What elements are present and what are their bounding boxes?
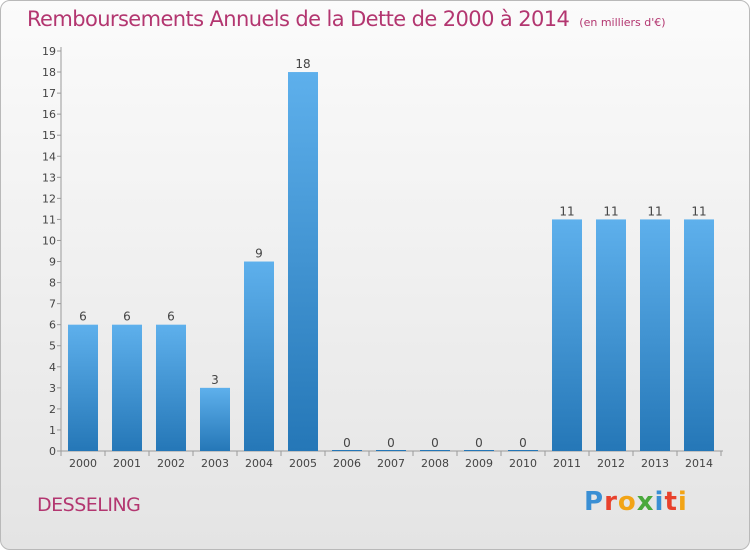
bar-2008[interactable] bbox=[420, 450, 450, 451]
bar-2005[interactable] bbox=[288, 72, 318, 451]
bar-2012[interactable] bbox=[596, 219, 626, 451]
y-tick-label: 9 bbox=[49, 256, 56, 269]
chart-title-text: Remboursements Annuels de la Dette de 20… bbox=[27, 7, 570, 31]
x-tick-label-2014: 2014 bbox=[685, 457, 713, 470]
bar-2007[interactable] bbox=[376, 450, 406, 451]
data-label-2000: 6 bbox=[79, 310, 87, 324]
x-axis-ticks: 2000 2001 2002 2003 2004 2005 2006 2007 2008 2009… bbox=[60, 451, 722, 470]
logo-letter: x bbox=[636, 487, 655, 517]
bar-2004[interactable] bbox=[244, 261, 274, 451]
y-tick-label: 0 bbox=[49, 445, 56, 458]
data-label-2010: 0 bbox=[519, 436, 527, 450]
y-tick-label: 12 bbox=[42, 192, 56, 205]
data-label-2001: 6 bbox=[123, 310, 131, 324]
y-tick-label: 8 bbox=[49, 277, 56, 290]
y-tick-label: 15 bbox=[42, 129, 56, 142]
x-tick-label-2010: 2010 bbox=[509, 457, 537, 470]
data-label-2013: 11 bbox=[647, 204, 662, 218]
y-tick-label: 4 bbox=[49, 361, 56, 374]
y-tick-label: 13 bbox=[42, 171, 56, 184]
data-label-2009: 0 bbox=[475, 436, 483, 450]
data-label-2011: 11 bbox=[559, 204, 574, 218]
y-tick-label: 1 bbox=[49, 424, 56, 437]
logo-letter: o bbox=[617, 487, 637, 517]
bar-2013[interactable] bbox=[640, 219, 670, 451]
logo-letter: i bbox=[654, 487, 665, 517]
bar-2006[interactable] bbox=[332, 450, 362, 451]
y-tick-label: 5 bbox=[49, 340, 56, 353]
x-tick-label-2007: 2007 bbox=[377, 457, 405, 470]
logo-letter: P bbox=[584, 487, 605, 517]
bar-2001[interactable] bbox=[112, 324, 142, 451]
bar-2011[interactable] bbox=[552, 219, 582, 451]
chart-title: Remboursements Annuels de la Dette de 20… bbox=[27, 7, 666, 31]
y-tick-label: 2 bbox=[49, 403, 56, 416]
y-tick-label: 14 bbox=[42, 150, 56, 163]
y-tick-label: 16 bbox=[42, 108, 56, 121]
y-tick-label: 18 bbox=[42, 66, 56, 79]
y-tick-label: 19 bbox=[42, 45, 56, 58]
bar-2003[interactable] bbox=[200, 387, 230, 451]
y-tick-label: 11 bbox=[42, 213, 56, 226]
y-tick-label: 3 bbox=[49, 382, 56, 395]
bar-2010[interactable] bbox=[508, 450, 538, 451]
x-tick-label-2013: 2013 bbox=[641, 457, 669, 470]
x-tick-label-2008: 2008 bbox=[421, 457, 449, 470]
logo-letter: t bbox=[664, 487, 678, 517]
data-label-2007: 0 bbox=[387, 436, 395, 450]
data-label-2002: 6 bbox=[167, 310, 175, 324]
commune-name: DESSELING bbox=[37, 494, 141, 516]
x-tick-label-2011: 2011 bbox=[553, 457, 581, 470]
y-tick-label: 7 bbox=[49, 298, 56, 311]
bars: 6 6 6 3 9 18 0 0 0 0 0 11 11 11 11 bbox=[68, 57, 714, 451]
data-label-2003: 3 bbox=[211, 373, 219, 387]
logo-letter: i bbox=[677, 487, 688, 517]
logo-letter: r bbox=[604, 487, 618, 517]
x-tick-label-2004: 2004 bbox=[245, 457, 273, 470]
y-tick-label: 17 bbox=[42, 87, 56, 100]
bar-2014[interactable] bbox=[684, 219, 714, 451]
data-label-2006: 0 bbox=[343, 436, 351, 450]
y-tick-label: 10 bbox=[42, 234, 56, 247]
x-tick-label-2006: 2006 bbox=[333, 457, 361, 470]
x-tick-label-2012: 2012 bbox=[597, 457, 625, 470]
x-tick-label-2009: 2009 bbox=[465, 457, 493, 470]
data-label-2008: 0 bbox=[431, 436, 439, 450]
proxiti-logo[interactable]: Proxiti bbox=[584, 487, 688, 517]
data-label-2005: 18 bbox=[295, 57, 310, 71]
chart-unit: (en milliers d'€) bbox=[579, 16, 666, 29]
x-tick-label-2003: 2003 bbox=[201, 457, 229, 470]
x-tick-label-2005: 2005 bbox=[289, 457, 317, 470]
bar-2002[interactable] bbox=[156, 324, 186, 451]
bar-2009[interactable] bbox=[464, 450, 494, 451]
data-label-2012: 11 bbox=[603, 204, 618, 218]
x-tick-label-2001: 2001 bbox=[113, 457, 141, 470]
x-tick-label-2000: 2000 bbox=[69, 457, 97, 470]
y-tick-label: 6 bbox=[49, 319, 56, 332]
data-label-2004: 9 bbox=[255, 247, 263, 261]
bar-2000[interactable] bbox=[68, 324, 98, 451]
data-label-2014: 11 bbox=[691, 204, 706, 218]
x-tick-label-2002: 2002 bbox=[157, 457, 185, 470]
